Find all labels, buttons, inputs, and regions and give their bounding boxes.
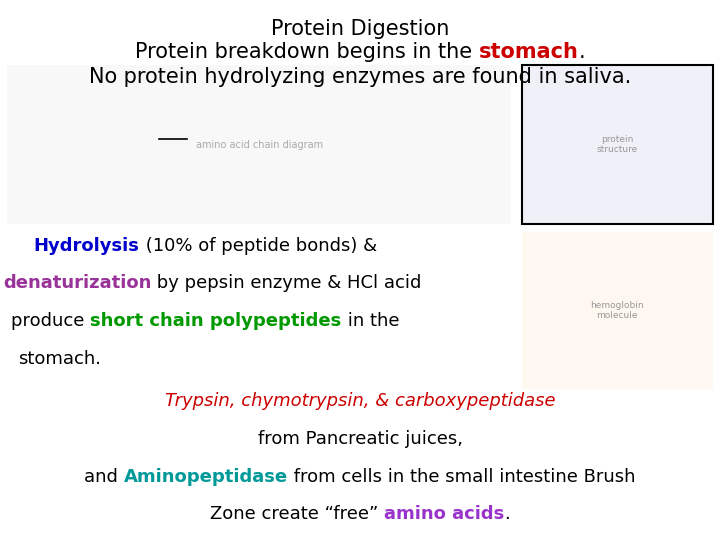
Text: Aminopeptidase: Aminopeptidase (124, 468, 288, 485)
Bar (522, 65, 713, 224)
Text: protein hydrolyzing enzymes are found in saliva.: protein hydrolyzing enzymes are found in… (117, 67, 631, 87)
Text: stomach: stomach (479, 42, 578, 62)
Text: Hydrolysis: Hydrolysis (34, 237, 140, 254)
Text: denaturization: denaturization (3, 274, 151, 292)
Text: from Pancreatic juices,: from Pancreatic juices, (258, 430, 462, 448)
Text: Trypsin, chymotrypsin, & carboxypeptidase: Trypsin, chymotrypsin, & carboxypeptidas… (165, 392, 555, 410)
Text: Zone create “free”: Zone create “free” (210, 505, 384, 523)
Text: amino acids: amino acids (384, 505, 504, 523)
Text: .: . (578, 42, 585, 62)
Text: amino acid chain diagram: amino acid chain diagram (196, 140, 323, 150)
Text: from cells in the small intestine Brush: from cells in the small intestine Brush (288, 468, 636, 485)
Text: No: No (89, 67, 117, 87)
Text: (10% of peptide bonds) &: (10% of peptide bonds) & (140, 237, 377, 254)
Text: and: and (84, 468, 124, 485)
Bar (7, 65, 511, 224)
Text: in the: in the (341, 312, 399, 330)
Text: protein
structure: protein structure (596, 135, 638, 154)
Bar (522, 232, 713, 389)
Text: Protein Digestion: Protein Digestion (271, 19, 449, 39)
Text: by pepsin enzyme & HCl acid: by pepsin enzyme & HCl acid (151, 274, 422, 292)
Text: hemoglobin
molecule: hemoglobin molecule (590, 301, 644, 320)
Text: .: . (504, 505, 510, 523)
Text: stomach.: stomach. (18, 350, 101, 368)
Text: Protein breakdown begins in the: Protein breakdown begins in the (135, 42, 479, 62)
Text: produce: produce (12, 312, 91, 330)
Text: short chain polypeptides: short chain polypeptides (91, 312, 341, 330)
